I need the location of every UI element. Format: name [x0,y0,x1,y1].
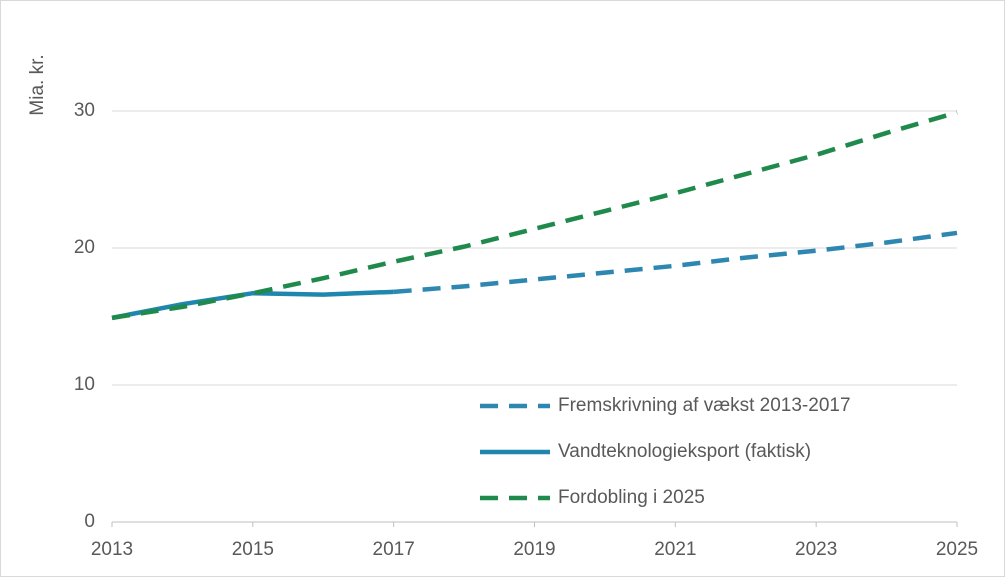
x-tick-label: 2021 [654,539,696,560]
legend-label: Fordobling i 2025 [558,487,705,508]
series-line [111,289,394,321]
x-tick-label: 2025 [936,539,978,560]
x-tick-label: 2017 [373,539,415,560]
x-tick-label: 2023 [795,539,837,560]
x-tick-label: 2013 [91,539,133,560]
y-tick-label: 20 [74,237,95,258]
legend-label: Vandteknologieksport (faktisk) [558,441,811,462]
y-tick-label: 30 [74,100,95,121]
y-tick-label: 0 [84,511,95,532]
series-line [393,230,958,295]
x-tick-label: 2015 [232,539,274,560]
y-axis-label: Mia. kr. [27,54,48,115]
y-tick-label: 10 [74,374,95,395]
legend-label: Fremskrivning af vækst 2013-2017 [558,395,851,416]
x-tick-label: 2019 [513,539,555,560]
